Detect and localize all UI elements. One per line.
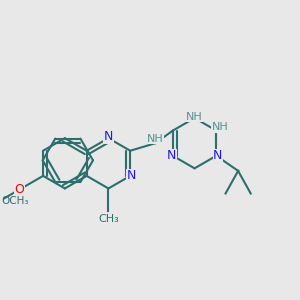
Text: O: O [14,183,24,196]
Text: NH: NH [212,122,228,132]
Text: N: N [104,130,113,143]
Text: CH₃: CH₃ [98,214,119,224]
Text: OCH₃: OCH₃ [1,196,28,206]
Text: N: N [167,149,176,162]
Text: N: N [213,149,223,162]
Text: NH: NH [147,134,164,144]
Text: N: N [127,169,136,182]
Text: NH: NH [186,112,203,122]
